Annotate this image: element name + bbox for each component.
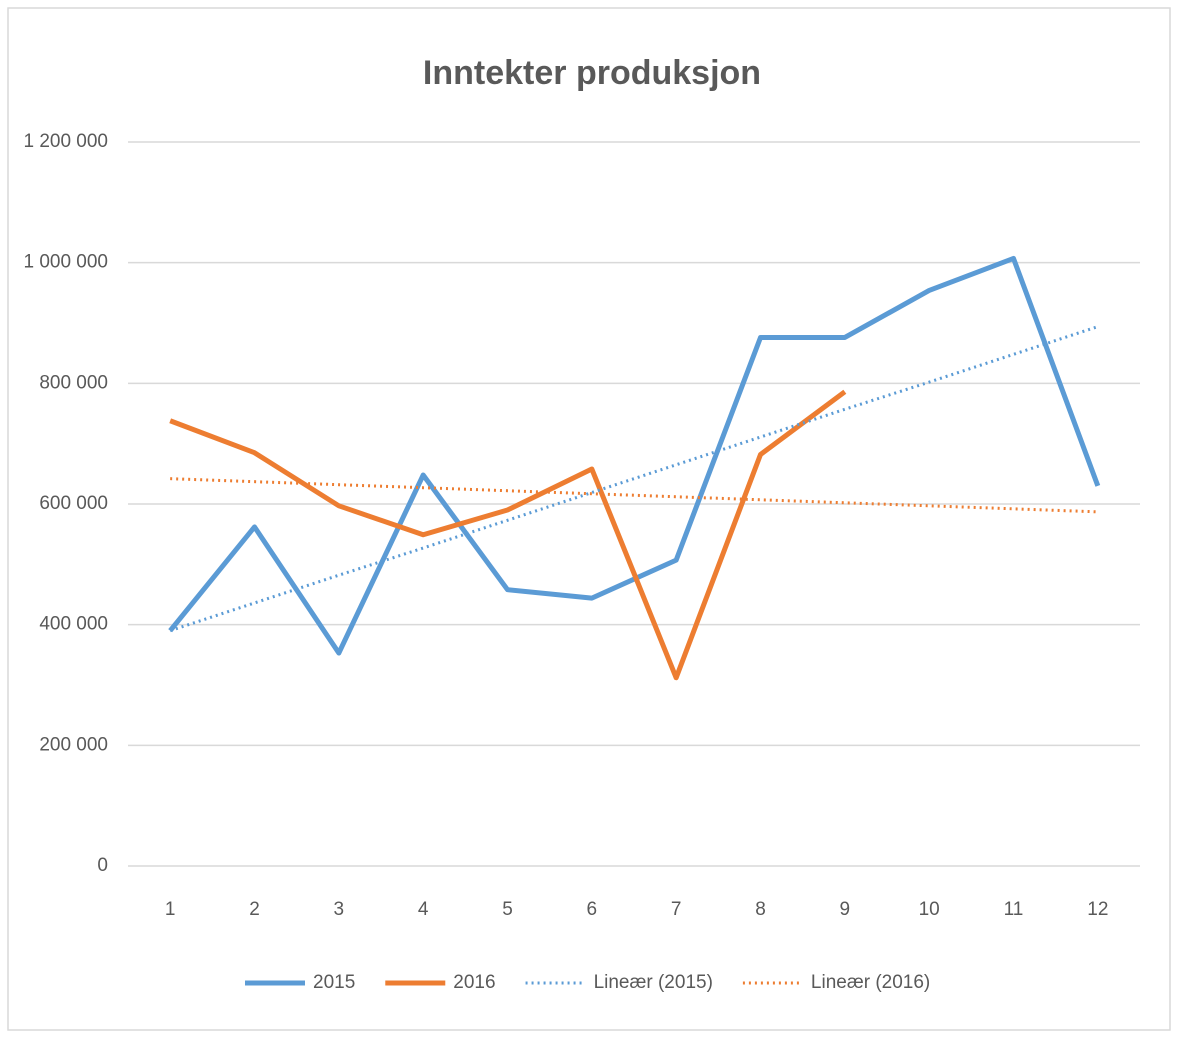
y-tick-label: 200 000 (39, 734, 108, 755)
x-tick-label: 9 (840, 899, 851, 920)
y-tick-label: 600 000 (39, 493, 108, 514)
x-tick-label: 4 (418, 899, 429, 920)
x-tick-label: 11 (1004, 899, 1024, 920)
y-tick-label: 1 000 000 (23, 252, 108, 273)
x-tick-label: 6 (587, 899, 598, 920)
legend-label: Lineær (2016) (811, 972, 930, 993)
y-tick-label: 800 000 (39, 372, 108, 393)
legend-label: 2015 (313, 972, 355, 993)
x-tick-label: 7 (671, 899, 682, 920)
x-tick-label: 2 (249, 899, 260, 920)
chart-border (7, 7, 1171, 1031)
legend-label: 2016 (453, 972, 495, 993)
series-line (169, 325, 1099, 633)
x-tick-label: 1 (165, 899, 176, 920)
x-tick-label: 3 (334, 899, 345, 920)
y-tick-label: 0 (97, 855, 108, 876)
y-tick-label: 1 200 000 (23, 131, 108, 152)
x-tick-label: 10 (919, 899, 940, 920)
x-tick-label: 5 (502, 899, 513, 920)
series-line (169, 389, 847, 681)
y-tick-label: 400 000 (39, 614, 108, 635)
legend-label: Lineær (2015) (594, 972, 713, 993)
chart-title: Inntekter produksjon (423, 54, 761, 92)
x-tick-label: 12 (1087, 899, 1108, 920)
x-tick-label: 8 (755, 899, 766, 920)
